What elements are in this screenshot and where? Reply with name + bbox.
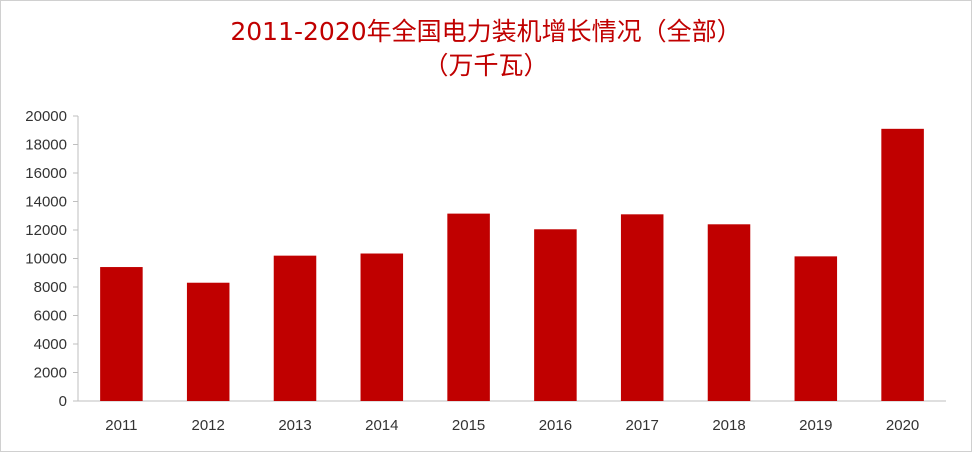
bar-2019 <box>794 256 838 401</box>
bar-2017 <box>620 214 664 401</box>
chart-subtitle: （万千瓦） <box>423 51 549 80</box>
x-tick-label: 2017 <box>626 417 659 434</box>
y-tick-label: 10000 <box>25 251 67 268</box>
x-tick-label: 2014 <box>365 417 398 434</box>
y-tick-label: 18000 <box>25 137 67 154</box>
bar-2012 <box>186 282 230 401</box>
y-tick-label: 0 <box>59 393 67 410</box>
y-tick-label: 4000 <box>34 336 67 353</box>
chart-title-block: 2011-2020年全国电力装机增长情况（全部） （万千瓦） <box>1 15 971 83</box>
y-tick-label: 16000 <box>25 165 67 182</box>
bar-2015 <box>447 213 490 401</box>
bar-2014 <box>360 253 404 401</box>
y-tick-label: 8000 <box>34 279 67 296</box>
x-tick-label: 2018 <box>712 417 745 434</box>
bar-2020 <box>881 128 924 401</box>
x-tick-label: 2011 <box>105 417 137 434</box>
x-tick-label: 2019 <box>799 417 832 434</box>
y-tick-label: 12000 <box>25 222 67 239</box>
bars-group <box>100 128 924 401</box>
bar-2016 <box>534 229 577 401</box>
x-tick-label: 2020 <box>886 417 919 434</box>
bar-2013 <box>273 255 317 401</box>
x-tick-label: 2015 <box>452 417 485 434</box>
chart-title: 2011-2020年全国电力装机增长情况（全部） <box>230 17 742 46</box>
y-tick-label: 20000 <box>25 108 67 125</box>
x-tick-label: 2013 <box>278 417 311 434</box>
y-tick-label: 6000 <box>34 308 67 325</box>
x-tick-label: 2012 <box>192 417 225 434</box>
bar-2018 <box>707 224 751 401</box>
y-tick-label: 2000 <box>34 365 67 382</box>
y-tick-label: 14000 <box>25 194 67 211</box>
bar-2011 <box>100 267 143 401</box>
x-axis: 2011 2012 2013 2014 2015 2016 2017 2018 2019 2020 <box>78 400 946 434</box>
y-axis: 0 2000 4000 6000 8000 10000 12000 14000 16000 180… <box>25 108 79 410</box>
x-tick-label: 2016 <box>539 417 572 434</box>
